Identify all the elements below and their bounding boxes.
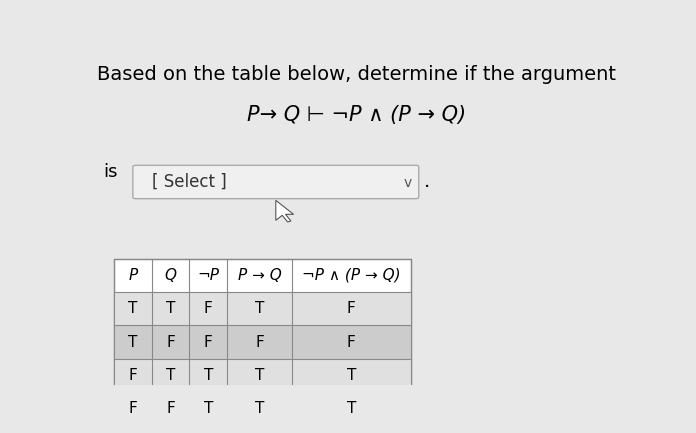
Text: T: T xyxy=(166,368,175,383)
Text: F: F xyxy=(347,335,356,349)
Text: T: T xyxy=(128,301,138,316)
Text: Based on the table below, determine if the argument: Based on the table below, determine if t… xyxy=(97,65,616,84)
Bar xyxy=(114,359,411,392)
Text: .: . xyxy=(424,172,430,191)
Text: T: T xyxy=(166,301,175,316)
Text: P → Q: P → Q xyxy=(238,268,281,283)
Text: F: F xyxy=(204,301,213,316)
Text: F: F xyxy=(204,335,213,349)
Text: P: P xyxy=(128,268,138,283)
Text: F: F xyxy=(255,335,264,349)
Text: ¬P ∧ (P → Q): ¬P ∧ (P → Q) xyxy=(302,268,401,283)
Bar xyxy=(114,392,411,425)
Bar xyxy=(114,292,411,325)
Text: F: F xyxy=(129,401,137,416)
Text: F: F xyxy=(166,335,175,349)
Text: T: T xyxy=(347,368,356,383)
Text: T: T xyxy=(128,335,138,349)
Text: F: F xyxy=(347,301,356,316)
Text: T: T xyxy=(347,401,356,416)
Text: P→ Q ⊢ ¬P ∧ (P → Q): P→ Q ⊢ ¬P ∧ (P → Q) xyxy=(247,105,466,125)
Text: F: F xyxy=(166,401,175,416)
Text: v: v xyxy=(404,176,412,190)
Text: T: T xyxy=(255,368,264,383)
Text: is: is xyxy=(103,163,118,181)
Text: [ Select ]: [ Select ] xyxy=(152,173,226,191)
FancyBboxPatch shape xyxy=(133,165,419,199)
Text: T: T xyxy=(255,401,264,416)
Text: ¬P: ¬P xyxy=(198,268,219,283)
Text: Q: Q xyxy=(165,268,177,283)
Text: T: T xyxy=(204,401,213,416)
Text: F: F xyxy=(129,368,137,383)
Text: T: T xyxy=(204,368,213,383)
Bar xyxy=(114,259,411,425)
Bar xyxy=(114,325,411,359)
Text: T: T xyxy=(255,301,264,316)
Polygon shape xyxy=(276,200,294,222)
